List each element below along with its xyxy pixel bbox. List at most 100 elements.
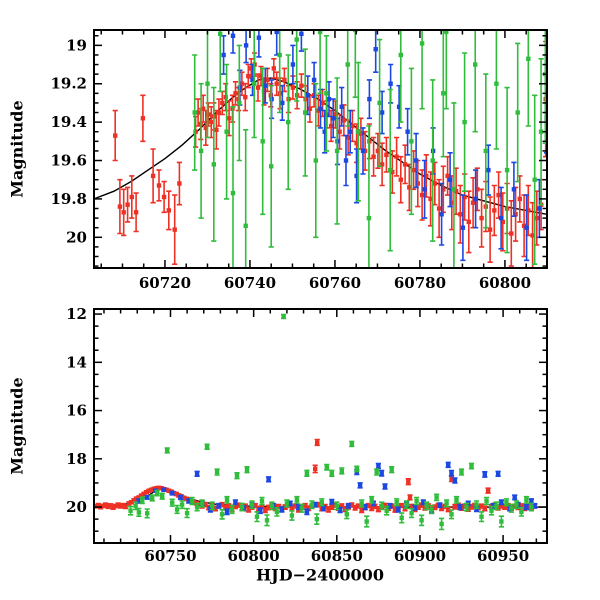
data-point	[204, 444, 210, 449]
data-point	[314, 516, 319, 522]
data-point	[359, 507, 364, 513]
data-point	[214, 469, 220, 475]
data-point	[377, 100, 382, 106]
data-point	[170, 500, 175, 505]
data-point	[274, 81, 279, 86]
data-point	[449, 476, 454, 481]
data-point	[265, 77, 270, 83]
data-point	[405, 129, 410, 134]
y-tick-label: 12	[66, 305, 87, 323]
data-point	[229, 507, 235, 512]
data-point	[419, 192, 425, 198]
data-point	[398, 177, 403, 182]
data-point	[249, 66, 254, 71]
data-point	[416, 504, 421, 510]
data-point	[399, 515, 404, 521]
data-point	[517, 196, 522, 202]
y-axis-label-top: Magnitude	[7, 100, 27, 198]
data-point	[475, 187, 480, 192]
data-point	[277, 52, 282, 58]
data-point	[432, 181, 437, 186]
data-point	[445, 173, 450, 179]
error-bar	[525, 30, 531, 127]
data-point	[209, 119, 214, 125]
data-point	[326, 96, 332, 102]
data-point	[392, 507, 398, 512]
data-point	[216, 503, 221, 508]
data-point	[334, 503, 339, 508]
data-point	[413, 158, 419, 163]
data-point	[246, 73, 251, 79]
x-axis-label: HJD−2400000	[256, 565, 384, 585]
data-point	[526, 208, 531, 213]
data-point	[244, 467, 250, 472]
data-point	[213, 506, 218, 511]
data-point	[407, 185, 412, 190]
y-tick-label: 16	[66, 402, 87, 420]
data-point	[466, 219, 471, 225]
data-point	[133, 210, 139, 215]
data-point	[326, 507, 331, 512]
data-point	[379, 503, 384, 508]
data-point	[451, 187, 457, 192]
data-point	[376, 463, 381, 469]
data-point	[284, 501, 290, 506]
data-point	[226, 503, 231, 508]
data-point	[460, 225, 466, 230]
data-point	[379, 162, 385, 167]
data-point	[224, 509, 230, 515]
data-point	[374, 469, 379, 475]
data-point	[315, 440, 320, 445]
data-point	[356, 503, 361, 509]
data-point	[499, 503, 504, 509]
data-point	[407, 495, 413, 500]
data-point	[412, 505, 418, 510]
data-point	[307, 106, 313, 111]
data-point	[357, 483, 363, 488]
data-point	[511, 187, 517, 192]
data-point	[136, 498, 142, 504]
data-point	[186, 498, 191, 504]
data-point	[221, 52, 226, 58]
data-point	[446, 462, 451, 467]
data-point	[367, 96, 372, 102]
data-point	[341, 118, 347, 123]
data-point	[303, 503, 308, 508]
data-point	[320, 100, 325, 106]
data-point	[424, 173, 429, 179]
data-point	[419, 518, 424, 523]
data-point	[150, 495, 155, 501]
error-bar	[352, 30, 358, 98]
data-point	[263, 507, 268, 513]
data-point	[462, 194, 467, 200]
data-point	[479, 503, 484, 509]
data-point	[470, 200, 476, 205]
data-point	[136, 510, 142, 515]
data-point	[339, 503, 344, 508]
data-point	[339, 468, 344, 474]
data-point	[243, 43, 249, 48]
data-point	[194, 504, 200, 510]
data-point	[150, 173, 156, 179]
data-point	[382, 503, 388, 508]
data-point	[350, 123, 355, 129]
data-point	[290, 62, 296, 67]
data-point	[434, 495, 439, 500]
data-point	[387, 503, 393, 508]
data-point	[530, 233, 535, 238]
data-point	[172, 227, 177, 232]
data-point	[532, 503, 537, 508]
y-tick-label: 20	[66, 228, 87, 246]
data-point	[389, 467, 394, 472]
data-point	[406, 479, 411, 484]
x-tick-label: 60750	[144, 547, 196, 565]
data-point	[398, 52, 403, 58]
data-point	[409, 510, 414, 516]
data-point	[263, 83, 268, 88]
x-tick-label: 60800	[228, 547, 280, 565]
data-point	[289, 513, 295, 518]
data-point	[436, 206, 442, 211]
data-point	[489, 508, 494, 513]
data-point	[359, 501, 364, 506]
